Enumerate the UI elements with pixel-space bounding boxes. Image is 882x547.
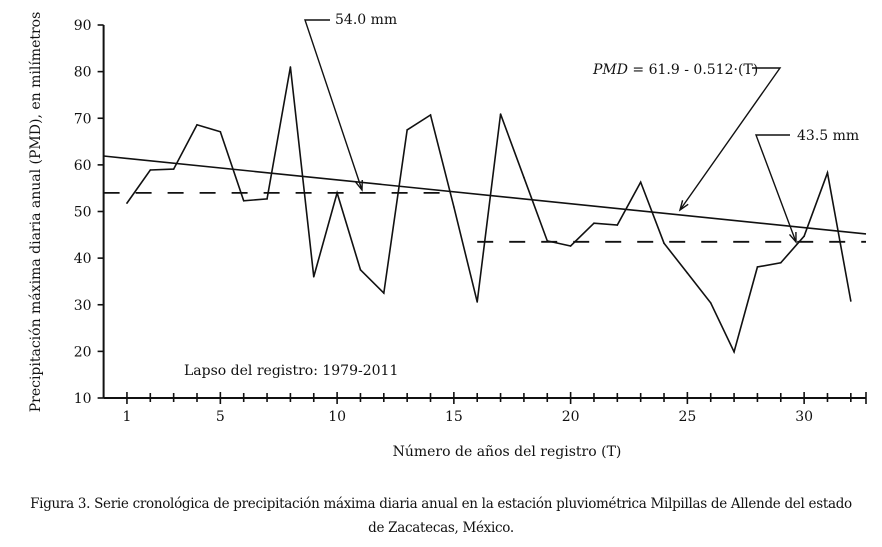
x-tick-label: 5 bbox=[216, 409, 225, 425]
annotations: 54.0 mm PMD = 61.9 - 0.512·(T) 43.5 mm L… bbox=[28, 12, 859, 460]
data-point bbox=[242, 199, 245, 202]
data-point bbox=[639, 181, 642, 183]
x-tick-label: 15 bbox=[445, 409, 463, 425]
data-point bbox=[359, 268, 362, 271]
x-tick-label: 1 bbox=[122, 409, 131, 425]
data-point bbox=[569, 245, 572, 247]
marks bbox=[103, 66, 867, 355]
arrow-mean1 bbox=[304, 19, 363, 191]
equation-variable: PMD bbox=[592, 62, 628, 78]
y-tick-label: 70 bbox=[74, 111, 92, 127]
data-point bbox=[219, 130, 222, 133]
data-point bbox=[616, 224, 619, 226]
data-point bbox=[172, 168, 175, 170]
y-tick-label: 80 bbox=[74, 65, 92, 81]
y-tick-label: 90 bbox=[74, 18, 92, 34]
arrow-mean2-head bbox=[788, 231, 797, 244]
data-point bbox=[126, 202, 128, 204]
data-point bbox=[196, 123, 198, 126]
equation-body: = 61.9 - 0.512·(T) bbox=[628, 62, 758, 78]
x-tick-label: 25 bbox=[678, 409, 696, 425]
data-point bbox=[289, 66, 292, 68]
data-point bbox=[779, 261, 782, 264]
data-point bbox=[826, 172, 829, 174]
trend-line bbox=[103, 155, 867, 235]
data-point bbox=[756, 266, 759, 268]
data-point bbox=[733, 351, 735, 353]
figure-caption: Figura 3. Serie cronológica de precipita… bbox=[0, 492, 882, 540]
annotation-period: Lapso del registro: 1979-2011 bbox=[184, 363, 398, 379]
annotation-mean1: 54.0 mm bbox=[335, 12, 397, 28]
data-point bbox=[850, 300, 852, 302]
x-tick-label: 10 bbox=[328, 409, 346, 425]
data-point bbox=[499, 113, 502, 115]
data-point bbox=[149, 169, 152, 171]
x-tick-label: 20 bbox=[562, 409, 580, 425]
data-point bbox=[266, 198, 268, 200]
y-tick-label: 30 bbox=[74, 298, 92, 314]
annotation-equation: PMD = 61.9 - 0.512·(T) bbox=[592, 62, 758, 78]
arrow-mean1-head bbox=[355, 179, 363, 192]
caption-line-1: Figura 3. Serie cronológica de precipita… bbox=[30, 496, 852, 512]
data-point bbox=[663, 242, 665, 245]
data-point bbox=[523, 176, 525, 179]
data-point bbox=[383, 292, 385, 294]
data-point bbox=[686, 272, 689, 274]
annotation-mean2: 43.5 mm bbox=[797, 128, 859, 144]
arrow-equation bbox=[679, 67, 782, 211]
data-point bbox=[429, 114, 432, 116]
data-point bbox=[476, 301, 479, 303]
y-tick-label: 10 bbox=[74, 391, 92, 407]
data-point bbox=[312, 275, 315, 278]
series-line-pmd bbox=[126, 66, 852, 355]
data-point bbox=[709, 302, 712, 304]
data-point bbox=[406, 129, 408, 131]
arrow-equation-head bbox=[678, 200, 689, 212]
x-axis-label: Número de años del registro (T) bbox=[393, 444, 622, 460]
data-point bbox=[453, 206, 455, 208]
data-point bbox=[593, 222, 595, 224]
data-point bbox=[803, 235, 805, 238]
y-tick-label: 40 bbox=[74, 251, 92, 267]
y-axis-label: Precipitación máxima diaria anual (PMD),… bbox=[28, 12, 44, 413]
y-tick-label: 20 bbox=[74, 344, 92, 360]
caption-line-2: de Zacatecas, México. bbox=[368, 520, 514, 536]
y-tick-label: 60 bbox=[74, 158, 92, 174]
y-tick-label: 50 bbox=[74, 205, 92, 221]
x-tick-label: 30 bbox=[795, 409, 813, 425]
arrow-mean2 bbox=[754, 134, 797, 243]
